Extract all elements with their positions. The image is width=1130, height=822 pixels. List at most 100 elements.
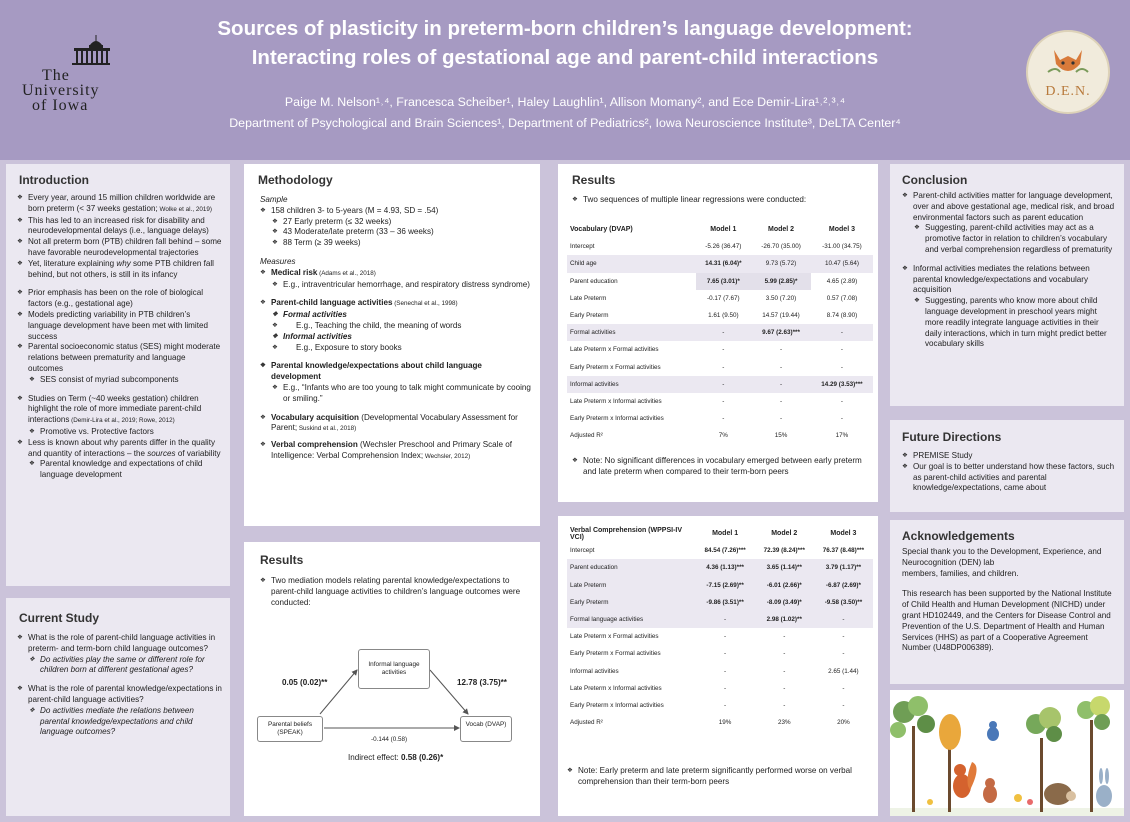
sample-sub-bullet: 27 Early preterm (≤ 32 weeks): [260, 217, 532, 228]
measure-bullet: Parent-child language activities (Senech…: [260, 298, 532, 310]
table-cell: 1.61 (9.50): [708, 312, 739, 320]
table-row: Late Preterm x Formal activities - - -: [567, 628, 873, 645]
table-cell: -6.01 (2.66)*: [754, 576, 814, 594]
measures-label: Measures: [260, 256, 296, 266]
measure-sub-bullet: Informal activities: [260, 332, 532, 343]
table-cell: 14.29 (3.53)***: [810, 375, 873, 393]
indirect-effect: Indirect effect: 0.58 (0.26)*: [348, 753, 444, 762]
measure-bullet: Medical risk (Adams et al., 2018): [260, 268, 532, 280]
table-cell: -26.70 (35.00): [761, 243, 801, 251]
table-row-label: Late Preterm x Formal activities: [570, 633, 659, 641]
poster-title-line1: Sources of plasticity in preterm-born ch…: [217, 17, 913, 40]
table-cell: -: [695, 610, 755, 629]
table-row: Early Preterm -9.86 (3.51)** -8.09 (3.49)*…: [567, 593, 873, 611]
table-header-cell: Model 3: [830, 530, 857, 538]
affiliation-list: Department of Psychological and Brain Sc…: [229, 116, 901, 130]
measure-example: E.g., Exposure to story books: [260, 343, 532, 354]
table-cell: -: [724, 701, 727, 709]
table-row: Formal language activities -2.98 (1.02)**…: [567, 610, 873, 629]
research-question: What is the role of parental knowledge/e…: [17, 684, 222, 706]
conclusion-bullet: Parent-child activities matter for langu…: [902, 191, 1116, 223]
table-row: Child age 14.31 (6.04)* 9.73 (5.72) 10.47 (…: [567, 255, 873, 273]
table-row-label: Early Preterm x Formal activities: [570, 650, 661, 658]
table-cell: -6.87 (2.69)*: [813, 576, 873, 594]
table-row-label: Parent education: [567, 559, 696, 577]
table-cell: -: [722, 346, 725, 354]
table-row: Formal activities -9.67 (2.63)*** -: [567, 324, 873, 342]
table-row: Parent education 7.65 (3.01)* 5.99 (2.85)*…: [567, 272, 873, 290]
table-cell: -: [722, 397, 725, 405]
conclusion-panel: Conclusion Parent-child activities matte…: [890, 164, 1124, 406]
table-cell: 23%: [777, 719, 791, 727]
methodology-heading: Methodology: [258, 173, 333, 187]
table-cell: 5.99 (2.85)*: [751, 272, 811, 290]
research-sub-question: Do activities mediate the relations betw…: [17, 706, 222, 738]
table-cell: 9.73 (5.72): [751, 255, 811, 273]
table-cell: 4.65 (2.89): [826, 277, 858, 285]
table-cell: -: [724, 650, 727, 658]
table-row-label: Informal activities: [567, 375, 696, 393]
logo-text-university: University: [22, 82, 100, 99]
table-row: Informal activities - - 2.65 (1.44): [567, 663, 873, 680]
table-row-label: Parent education: [570, 277, 618, 285]
table-cell: -0.17 (7.67): [707, 294, 740, 302]
table-row: Adjusted R² 7% 15% 17%: [567, 427, 873, 444]
sample-label: Sample: [260, 195, 288, 204]
intro-sub-bullet: Promotive vs. Protective factors: [17, 427, 222, 438]
sample-bullet: 158 children 3- to 5-years (M = 4.93, SD…: [260, 206, 532, 217]
intro-bullet: Yet, literature explaining why some PTB …: [17, 259, 222, 281]
table-cell: 76.37 (8.48)***: [822, 547, 865, 555]
den-logo-text: D.E.N.: [1045, 84, 1091, 99]
mediator-node: Informal language activities: [358, 649, 430, 689]
table-row: Late Preterm x Informal activities - - -: [567, 393, 873, 410]
table-cell: 17%: [835, 432, 849, 440]
table-cell: -: [724, 633, 727, 641]
measure-example: E.g., Teaching the child, the meaning of…: [260, 321, 532, 332]
conclusion-bullet: Informal activities mediates the relatio…: [902, 264, 1116, 296]
intro-sub-bullet: Parental knowledge and expectations of c…: [17, 459, 222, 481]
table-cell: -: [722, 363, 725, 371]
table-header-row: Verbal Comprehension (WPPSI-IV VCI) Model…: [567, 525, 873, 542]
table-cell: -9.86 (3.51)**: [695, 593, 755, 611]
table-row-label: Informal activities: [570, 667, 619, 675]
table-row-label: Late Preterm x Formal activities: [570, 346, 659, 354]
table-row: Intercept 84.54 (7.26)*** 72.39 (8.24)*** 7…: [567, 542, 873, 559]
table-cell: 8.74 (8.90): [826, 312, 858, 320]
intro-bullet: Every year, around 15 million children w…: [17, 193, 222, 216]
table-cell: -: [779, 363, 783, 371]
table-cell: -: [779, 397, 783, 405]
table-cell: -: [783, 633, 786, 641]
measure-sub-bullet: Formal activities: [260, 310, 532, 321]
table-cell: -8.09 (3.49)*: [754, 593, 814, 611]
measure-bullet: Vocabulary acquisition (Developmental Vo…: [260, 413, 532, 436]
table-cell: 20%: [837, 719, 850, 727]
table-cell: 2.65 (1.44): [828, 667, 859, 675]
vocabulary-results-panel: Results Two sequences of multiple linear…: [558, 164, 878, 502]
results-heading: Results: [572, 173, 616, 187]
den-lab-logo: D.E.N.: [1026, 30, 1110, 114]
table-row-label: Late Preterm x Informal activities: [570, 397, 662, 405]
path-c-estimate: -0.144 (0.58): [371, 736, 408, 743]
table-header-cell: Model 2: [768, 226, 795, 234]
table-row: Late Preterm x Informal activities - - -: [567, 680, 873, 697]
table-cell: -: [779, 415, 783, 423]
table-header-cell: Model 1: [710, 226, 737, 234]
current-study-heading: Current Study: [19, 611, 100, 625]
conclusion-sub-bullet: Suggesting, parent-child activities may …: [902, 223, 1116, 255]
future-bullet: Our goal is to better understand how the…: [902, 462, 1116, 494]
table-cell: 14.31 (6.04)*: [695, 255, 752, 273]
table-cell: -: [783, 701, 786, 709]
table-cell: -: [783, 650, 786, 658]
research-question: What is the role of parent-child languag…: [17, 633, 222, 655]
university-of-iowa-logo: The University of Iowa: [22, 35, 132, 120]
table-cell: 3.79 (1.17)**: [813, 559, 873, 577]
table-cell: -: [842, 650, 845, 658]
methodology-panel: Methodology Sample 158 children 3- to 5-…: [244, 164, 540, 526]
acknowledgement-text: members, families, and children.: [902, 568, 1019, 578]
table-cell: -: [810, 324, 873, 342]
mediation-arrows: [319, 669, 469, 731]
table-cell: 7.65 (3.01)*: [695, 272, 752, 290]
table-cell: 4.36 (1.13)***: [695, 559, 755, 577]
mediation-results-panel: Results Two mediation models relating pa…: [244, 542, 540, 816]
table-cell: -5.26 (36.47): [705, 243, 742, 251]
